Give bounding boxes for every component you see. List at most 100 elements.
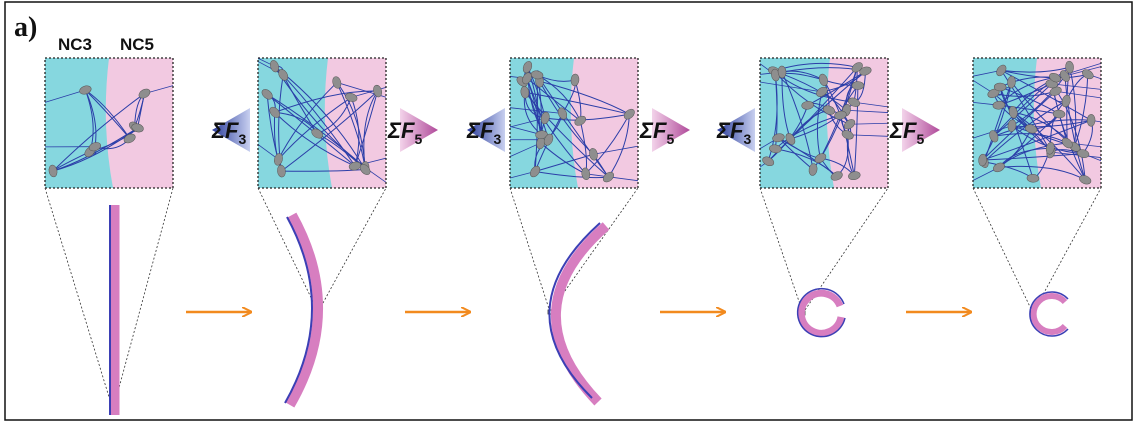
chain — [853, 85, 859, 176]
panel-border — [44, 57, 174, 189]
chain — [1001, 66, 1070, 73]
crosslink — [581, 167, 591, 181]
crosslink — [841, 130, 854, 140]
crosslink — [1007, 119, 1017, 132]
crosslink — [520, 86, 530, 99]
network-panel — [257, 57, 387, 189]
crosslink — [1049, 72, 1061, 83]
crosslink — [808, 163, 818, 176]
crosslink — [1076, 149, 1090, 158]
crosslink — [1026, 174, 1040, 183]
crosslink — [848, 171, 861, 181]
crosslink — [1025, 124, 1038, 134]
crosslink — [772, 133, 785, 143]
force-symbol: ΣF — [211, 118, 239, 143]
force-labels: ΣF3 ΣF5 ΣF3 ΣF5 ΣF3 ΣF5 — [211, 108, 940, 152]
crosslink — [345, 92, 358, 102]
chain — [536, 74, 609, 178]
crosslink — [623, 108, 635, 120]
crosslink — [574, 115, 587, 126]
crosslink — [1065, 60, 1074, 74]
chain — [1069, 66, 1077, 147]
chain — [839, 115, 855, 176]
frame — [4, 1, 1133, 421]
panel-border — [509, 57, 639, 189]
force-arrow-left — [717, 108, 755, 152]
crosslink — [992, 100, 1006, 110]
crosslink — [801, 101, 814, 110]
crosslink — [851, 62, 863, 73]
crosslink — [48, 164, 58, 178]
crosslink — [989, 130, 999, 143]
force-label: ΣF5 — [889, 118, 924, 147]
chain — [1012, 111, 1086, 181]
crosslink — [1082, 69, 1094, 80]
crosslink — [557, 107, 568, 120]
force-label: ΣF3 — [211, 118, 246, 147]
force-label: ΣF5 — [639, 118, 674, 147]
crosslink — [1007, 75, 1016, 89]
crosslink — [1086, 114, 1096, 127]
crosslink — [123, 133, 136, 144]
network-panels — [44, 57, 1102, 189]
crosslink — [978, 153, 987, 167]
crosslink — [785, 133, 796, 145]
chain — [52, 93, 145, 172]
crosslink — [834, 110, 847, 120]
chain — [993, 133, 1068, 144]
edge — [1055, 90, 1102, 99]
crosslink — [373, 84, 382, 98]
edge — [1050, 151, 1102, 158]
zoom-line — [972, 187, 1102, 314]
chain — [277, 82, 338, 160]
chain — [1064, 75, 1086, 180]
crosslink — [843, 119, 856, 130]
crosslink — [830, 171, 843, 181]
crosslink — [543, 133, 554, 146]
force-arrow-right — [652, 108, 690, 152]
crosslink — [522, 61, 533, 74]
crosslink — [814, 153, 827, 164]
crosslink — [1045, 142, 1055, 155]
chain — [524, 91, 630, 115]
chain — [266, 93, 356, 167]
edge — [593, 145, 639, 155]
chain — [998, 165, 1086, 181]
crosslink — [570, 73, 580, 87]
crosslink — [993, 162, 1005, 173]
material-label: NC5 — [120, 35, 154, 54]
crosslink — [1061, 137, 1073, 149]
chain — [336, 82, 366, 168]
panel-border — [759, 57, 889, 189]
edge — [509, 142, 541, 157]
chain — [1011, 75, 1066, 127]
chain — [281, 168, 366, 172]
crosslink — [1052, 109, 1066, 119]
edge — [846, 109, 889, 113]
crosslink — [138, 88, 151, 99]
force-symbol: ΣF — [889, 118, 917, 143]
chain — [281, 90, 378, 172]
crosslink — [777, 65, 787, 79]
force-label: ΣF5 — [387, 118, 422, 147]
chain — [767, 74, 778, 162]
chain — [1074, 74, 1089, 147]
force-arrow-left — [212, 108, 250, 152]
crosslink — [269, 106, 280, 118]
crosslink — [589, 148, 598, 161]
panel-border — [972, 57, 1102, 189]
crosslink — [762, 156, 775, 167]
crosslink — [816, 86, 828, 97]
chain — [278, 96, 352, 160]
force-subscript: 3 — [743, 131, 751, 147]
force-arrow-right — [400, 108, 438, 152]
crosslink — [993, 82, 1007, 92]
force-arrow-right — [902, 108, 940, 152]
strips — [109, 205, 1069, 415]
force-subscript: 5 — [414, 131, 422, 147]
chain — [350, 97, 360, 167]
crosslink — [522, 72, 532, 85]
chain — [982, 153, 1084, 161]
chain — [585, 113, 630, 175]
